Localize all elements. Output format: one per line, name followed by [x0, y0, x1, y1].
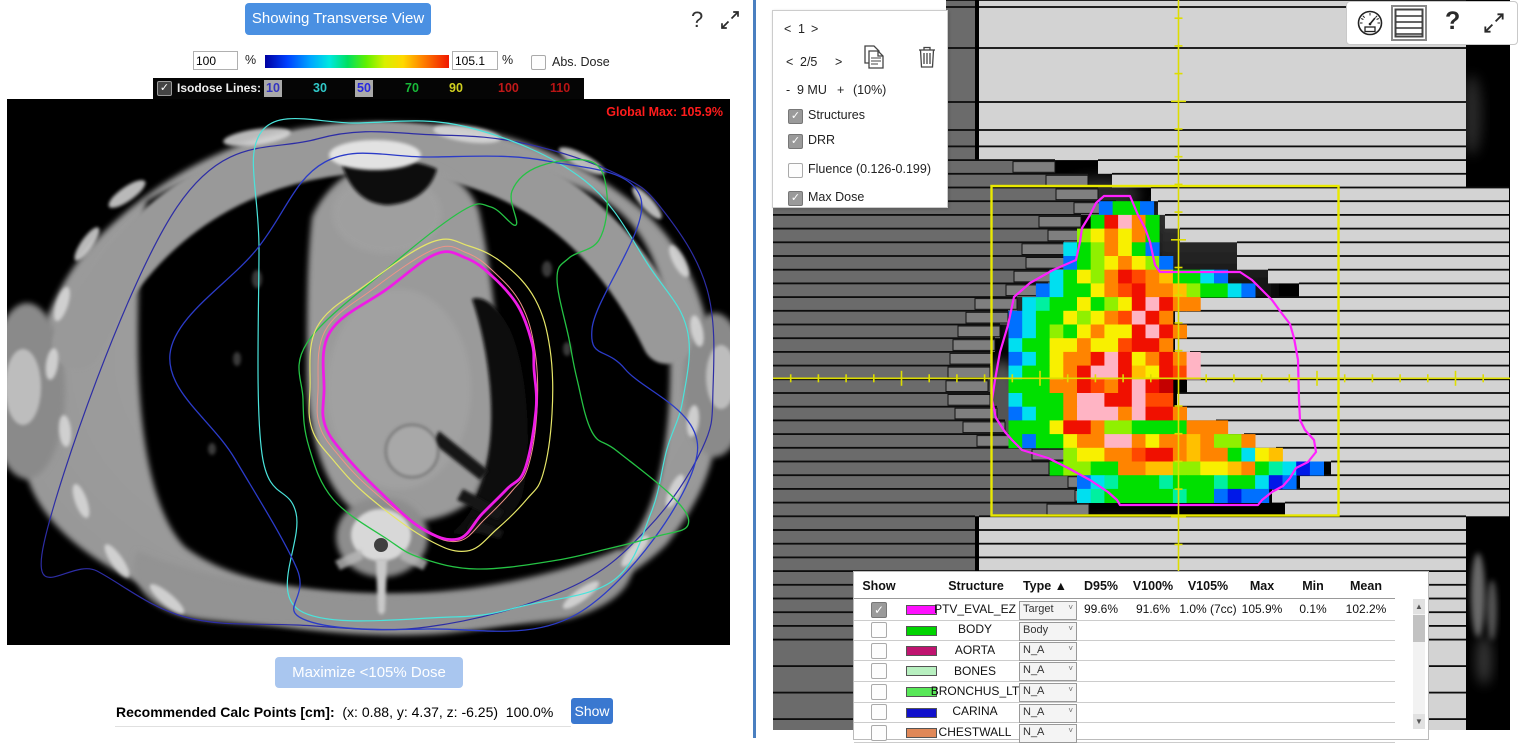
svg-text:Global Max: 105.9%: Global Max: 105.9% — [606, 105, 723, 119]
